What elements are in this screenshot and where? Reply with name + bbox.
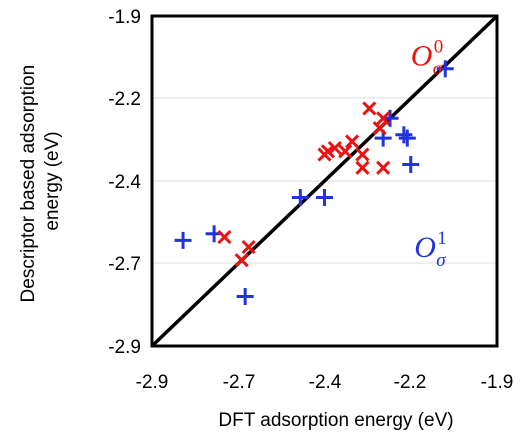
o_sigma_1-point-4: [291, 189, 309, 206]
o_sigma_1-point-10: [402, 156, 420, 173]
y-axis-label: Descriptor based adsorption energy (eV): [18, 60, 63, 303]
o_sigma_0-point-2: [234, 253, 249, 268]
o_sigma_0-point-1: [217, 230, 232, 245]
plot-frame: [150, 14, 499, 348]
x-tick-label: -2.7: [223, 372, 256, 393]
x-tick-label: -1.9: [481, 372, 514, 393]
label-base: O: [411, 40, 433, 73]
y-tick-label: -2.7: [108, 254, 141, 275]
o_sigma_0-point-9: [355, 147, 370, 162]
diagonal-line-group: [150, 14, 499, 348]
y-tick-label: -2.9: [108, 337, 141, 358]
label-subscript: σ: [433, 59, 443, 80]
label-base: O: [414, 231, 436, 264]
label-superscript: 0: [434, 37, 444, 58]
y-tick-label: -2.4: [108, 172, 141, 193]
x-tick-label: -2.9: [136, 372, 169, 393]
o_sigma_1-point-3: [236, 288, 254, 305]
o_sigma_0-point-12: [372, 121, 387, 136]
y-tick-label: -2.2: [108, 89, 141, 110]
o_sigma_0-point-6: [327, 140, 342, 156]
x-tick-labels: -2.9 -2.7 -2.4 -2.2 -1.9: [136, 372, 514, 393]
x-tick-label: -2.4: [309, 372, 342, 393]
x-axis-label: DFT adsorption energy (eV): [218, 410, 453, 431]
o_sigma_1-point-11: [436, 60, 454, 78]
y-tick-labels: -1.9 -2.2 -2.4 -2.7 -2.9: [108, 7, 141, 358]
o_sigma_0-point-8: [345, 134, 360, 149]
y-axis-label-line-2: energy (eV): [42, 131, 63, 230]
o_sigma_0-point-11: [362, 101, 377, 116]
o_sigma_0-point-10: [355, 160, 370, 175]
label-superscript: 1: [437, 228, 447, 249]
x-tick-label: -2.2: [394, 372, 427, 393]
o_sigma_0-point-13: [376, 111, 391, 126]
o_sigma_1-point-5: [316, 189, 333, 206]
data-points: [174, 60, 454, 305]
o_sigma_1-point-9: [398, 129, 416, 147]
o_sigma_0-point-5: [320, 144, 336, 159]
y-axis-label-line-1: Descriptor based adsorption: [18, 65, 39, 303]
y-tick-label: -1.9: [108, 7, 141, 28]
o_sigma_0-point-3: [241, 239, 256, 255]
o_sigma_0-point-7: [338, 144, 353, 159]
o_sigma_1-point-1: [174, 231, 192, 249]
o_sigma_0-point-14: [376, 160, 391, 175]
label-subscript: σ: [436, 250, 446, 271]
parity-line: [150, 14, 499, 348]
o_sigma_1-point-8: [395, 126, 413, 144]
